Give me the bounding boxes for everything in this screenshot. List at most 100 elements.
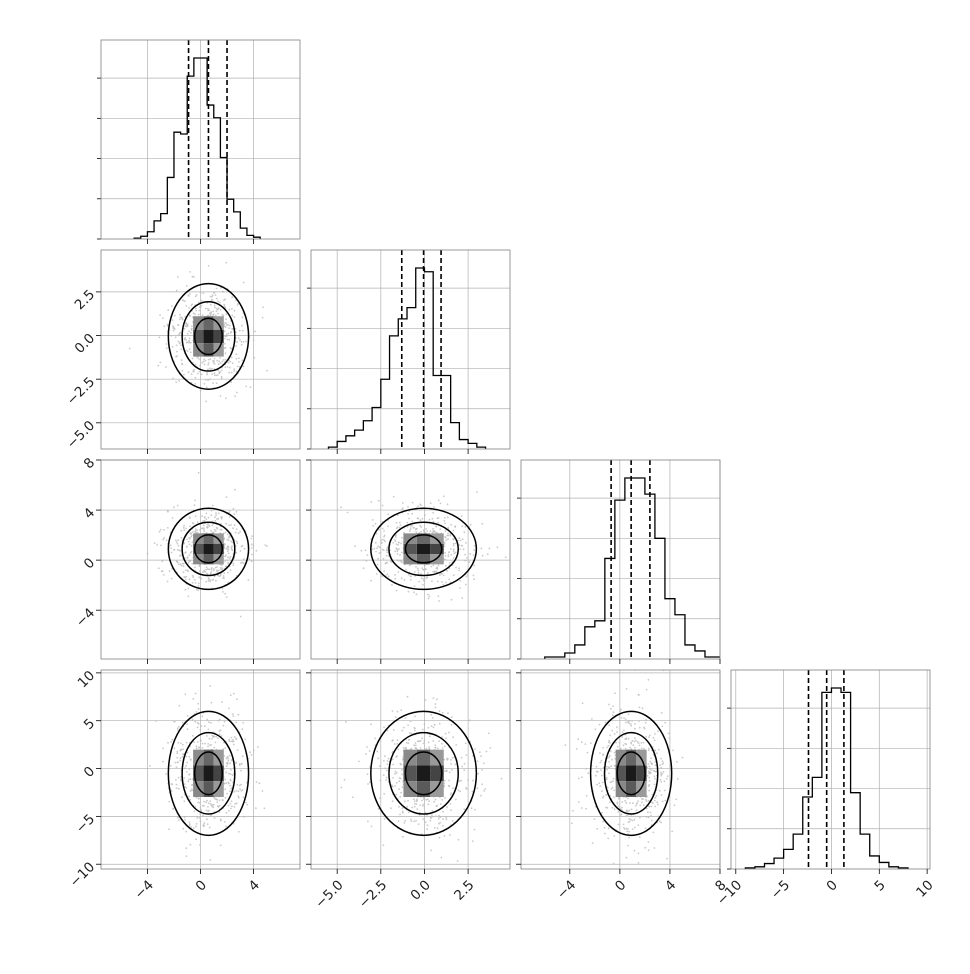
contour-level-0 [193, 534, 224, 564]
scatter-point [223, 537, 226, 540]
scatter-point [209, 378, 211, 381]
scatter-point [203, 805, 205, 807]
scatter-point [441, 742, 443, 745]
scatter-point [213, 374, 216, 377]
scatter-point [656, 801, 659, 804]
panel-frame [730, 669, 931, 870]
scatter-point [232, 740, 235, 743]
scatter-point [193, 368, 196, 371]
density-cell [416, 781, 431, 798]
scatter-point [230, 769, 232, 771]
scatter-point [436, 580, 439, 583]
scatter-point [468, 719, 471, 722]
scatter-point [458, 569, 460, 572]
scatter-point [158, 336, 161, 339]
y-tick-label: 4 [81, 505, 98, 522]
scatter-point [221, 314, 224, 316]
scatter-point [229, 773, 232, 776]
scatter-point [601, 774, 603, 777]
scatter-point [194, 528, 197, 530]
scatter-point [182, 748, 185, 751]
scatter-point [197, 589, 200, 591]
scatter-point [398, 541, 400, 544]
scatter-point [658, 820, 661, 823]
scatter-point [193, 504, 196, 507]
scatter-point [262, 306, 264, 309]
scatter-point [221, 587, 224, 590]
scatter-point [206, 799, 209, 802]
scatter-point [405, 746, 407, 749]
scatter-point [649, 767, 652, 770]
y-tick-label: 5 [81, 716, 98, 733]
scatter-point [188, 307, 191, 309]
scatter-point [199, 729, 202, 731]
y-tick-label: −5 [73, 811, 98, 836]
scatter-point [586, 751, 589, 754]
scatter-point [205, 568, 208, 571]
scatter-point [392, 777, 394, 779]
scatter-point [197, 313, 200, 316]
scatter-point [211, 367, 213, 370]
scatter-point [433, 506, 435, 508]
scatter-point [401, 810, 404, 813]
scatter-point [209, 303, 212, 306]
scatter-point [227, 571, 229, 574]
scatter-point [399, 795, 402, 798]
scatter-point [425, 528, 428, 530]
scatter-point [417, 505, 419, 508]
scatter-point [229, 784, 232, 787]
scatter-point [655, 795, 658, 797]
scatter-point [666, 857, 668, 860]
scatter-point [575, 748, 578, 750]
scatter-point [261, 790, 264, 792]
scatter-point [386, 546, 389, 549]
scatter-point [207, 379, 210, 381]
scatter-point [394, 770, 397, 773]
scatter-point [438, 822, 440, 825]
scatter-point [192, 734, 194, 737]
scatter-point [417, 569, 420, 572]
scatter-point [194, 720, 197, 723]
scatter-point [178, 333, 181, 335]
scatter-point [203, 725, 206, 728]
scatter-point [209, 580, 212, 583]
scatter-point [444, 522, 446, 525]
scatter-point [238, 329, 241, 332]
scatter-point [230, 331, 232, 334]
scatter-point [426, 824, 429, 827]
contour-level-2 [167, 282, 250, 390]
scatter-point [628, 830, 630, 833]
scatter-point [414, 729, 416, 732]
scatter-point [205, 532, 208, 534]
scatter-point [214, 516, 216, 519]
scatter-point [599, 752, 601, 754]
scatter-point [385, 776, 388, 779]
scatter-point [406, 695, 409, 698]
scatter-point [185, 305, 188, 307]
scatter-point [189, 537, 191, 540]
scatter-point [223, 303, 226, 306]
scatter-point [207, 309, 210, 312]
scatter-point [601, 811, 603, 814]
scatter-point [213, 796, 216, 799]
scatter-point [199, 358, 201, 361]
scatter-point [447, 554, 450, 556]
scatter-point [185, 786, 188, 789]
scatter-point [231, 308, 233, 310]
scatter-point [235, 353, 238, 356]
scatter-point [184, 785, 186, 788]
scatter-point [611, 758, 613, 761]
scatter-point [162, 538, 165, 541]
scatter-point [370, 825, 373, 828]
scatter-point [180, 359, 183, 361]
scatter-point [228, 809, 230, 812]
scatter-point [177, 776, 180, 779]
scatter-point [442, 574, 445, 577]
density-cell [193, 781, 204, 798]
scatter-point [189, 798, 192, 801]
scatter-point [609, 750, 612, 752]
scatter-point [201, 361, 204, 364]
scatter-point [426, 828, 428, 830]
scatter-point [181, 721, 184, 724]
scatter-point [661, 800, 664, 803]
